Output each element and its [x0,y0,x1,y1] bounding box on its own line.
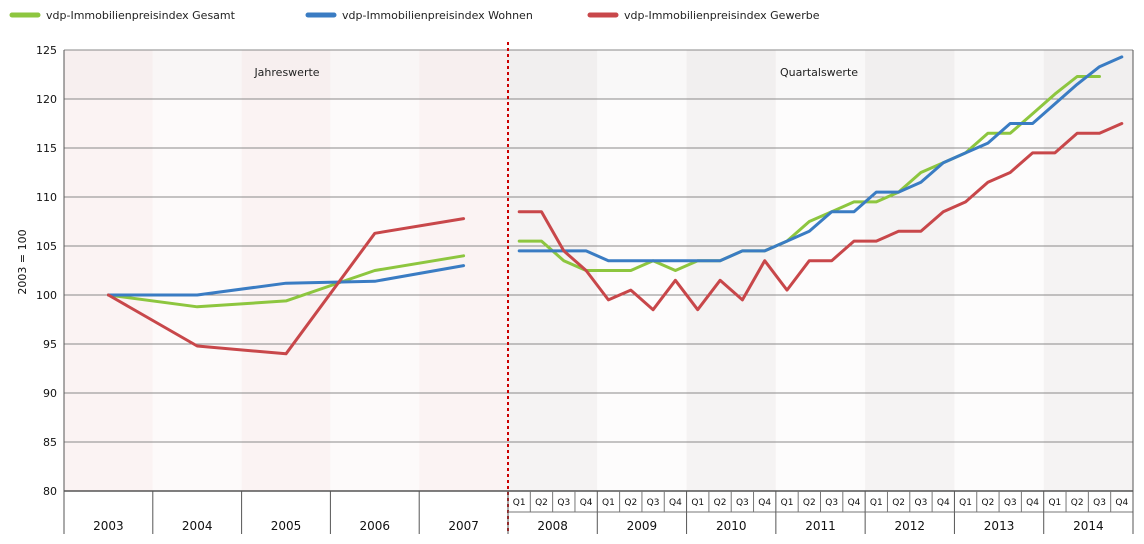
x-year-label: 2005 [271,519,302,533]
annual-section-label: Jahreswerte [253,66,319,79]
x-quarter-label: Q4 [848,498,861,508]
quarterly-section-label: Quartalswerte [780,66,858,79]
band-2011 [775,50,866,491]
x-year-label: 2006 [360,519,391,533]
x-year-label: 2007 [448,519,479,533]
x-quarter-label: Q2 [535,498,548,508]
x-quarter-label: Q2 [982,498,995,508]
x-quarter-label: Q2 [714,498,727,508]
x-quarter-label: Q4 [758,498,771,508]
x-quarter-label: Q3 [825,498,838,508]
band-2012 [865,50,955,491]
y-tick-label: 100 [36,289,57,302]
x-quarter-label: Q3 [1093,498,1106,508]
x-quarter-label: Q1 [781,498,794,508]
x-quarter-label: Q2 [803,498,816,508]
section-header-strip [64,50,1133,99]
band-2014 [1043,50,1133,491]
x-year-label: 2004 [182,519,213,533]
x-quarter-label: Q2 [892,498,905,508]
x-quarter-label: Q1 [1048,498,1061,508]
x-quarter-label: Q1 [870,498,883,508]
x-quarter-label: Q3 [1004,498,1017,508]
x-year-label: 2009 [627,519,658,533]
x-quarter-label: Q1 [602,498,615,508]
band-2010 [686,50,776,491]
y-axis: 80 85 90 95 100 105 110 115 120 125 [36,44,57,498]
y-tick-label: 110 [36,191,57,204]
legend-entry: vdp-Immobilienpreisindex Gesamt [46,9,236,22]
x-quarter-label: Q1 [959,498,972,508]
series-line-wohnen-annual [106,264,466,297]
x-quarter-label: Q4 [669,498,682,508]
x-quarter-label: Q1 [691,498,704,508]
series-line-gesamt-quarterly [517,75,1101,272]
x-year-label: 2012 [895,519,926,533]
series-lines [106,55,1124,356]
x-quarter-label: Q4 [580,498,593,508]
y-tick-label: 95 [43,338,57,351]
x-quarter-label: Q3 [915,498,928,508]
x-quarter-label: Q2 [624,498,637,508]
gridlines [63,49,1133,534]
y-tick-label: 105 [36,240,57,253]
x-quarter-label: Q1 [513,498,526,508]
band-2004 [152,50,242,491]
legend-entry: vdp-Immobilienpreisindex Wohnen [342,9,533,22]
y-tick-label: 90 [43,387,57,400]
legend-entry: vdp-Immobilienpreisindex Gewerbe [624,9,820,22]
x-quarter-label: Q4 [1115,498,1128,508]
series-line-wohnen-quarterly [517,55,1124,263]
x-year-label: 2008 [537,519,568,533]
series-line-gewerbe-quarterly [517,122,1124,312]
x-quarter-label: Q4 [937,498,950,508]
x-year-label: 2014 [1073,519,1104,533]
x-year-label: 2003 [93,519,124,533]
x-axis: 2003 2004 2005 2006 2007 Q1 Q2 Q3 Q4 2008 Q1 Q2 Q3 Q4… [63,50,1134,534]
series-line-gesamt-annual [106,254,466,309]
x-year-label: 2010 [716,519,747,533]
series-line-gewerbe-annual [106,217,466,356]
x-quarter-label: Q3 [736,498,749,508]
y-axis-label: 2003 = 100 [16,229,29,294]
y-tick-label: 115 [36,142,57,155]
band-2005 [241,50,331,491]
y-tick-label: 120 [36,93,57,106]
y-tick-label: 85 [43,436,57,449]
x-quarter-label: Q3 [647,498,660,508]
x-quarter-label: Q4 [1026,498,1039,508]
x-year-label: 2011 [805,519,836,533]
band-2003 [64,50,153,491]
y-tick-label: 80 [43,485,57,498]
x-quarter-label: Q2 [1071,498,1084,508]
x-year-label: 2013 [984,519,1015,533]
legend: vdp-Immobilienpreisindex Gesamt vdp-Immob… [9,9,820,22]
x-quarter-label: Q3 [557,498,570,508]
y-tick-label: 125 [36,44,57,57]
